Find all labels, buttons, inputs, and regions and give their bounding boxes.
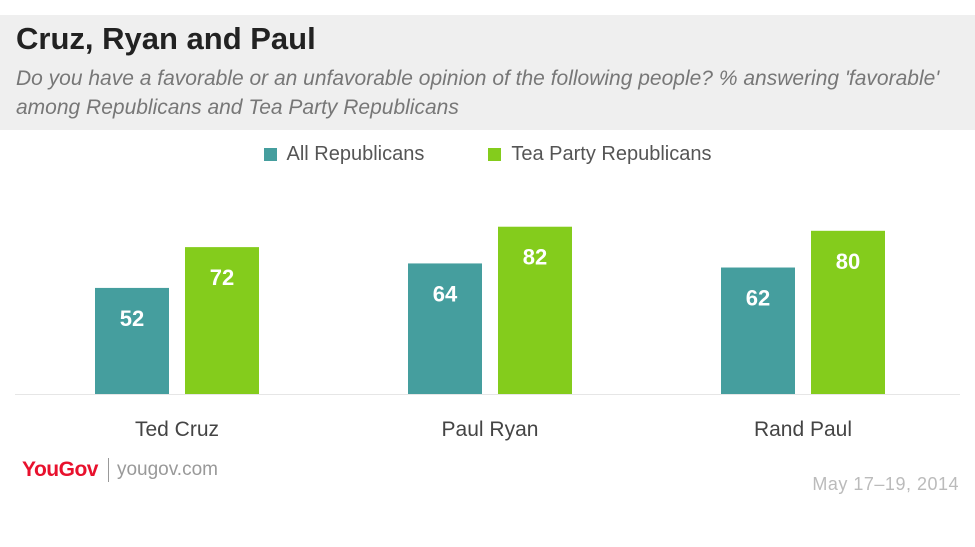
chart-title: Cruz, Ryan and Paul	[16, 21, 316, 56]
legend-label-all-republicans: All Republicans	[286, 143, 425, 165]
legend: All Republicans Tea Party Republicans	[0, 143, 975, 166]
bar-value-label: 52	[120, 306, 144, 331]
survey-date: May 17–19, 2014	[812, 474, 959, 494]
footer-brand: YouGov yougov.com	[22, 458, 218, 482]
bar-paul-ryan-tea-party-republicans	[498, 226, 572, 394]
category-label: Paul Ryan	[442, 418, 539, 441]
chart-header: Cruz, Ryan and Paul Do you have a favora…	[0, 15, 975, 130]
bar-value-label: 72	[210, 265, 234, 290]
category-label: Ted Cruz	[135, 418, 219, 441]
bar-value-label: 62	[746, 286, 770, 311]
bar-ted-cruz-tea-party-republicans	[185, 247, 259, 394]
legend-swatch-all-republicans	[263, 148, 277, 161]
bar-value-label: 82	[523, 245, 547, 270]
legend-label-tea-party-republicans: Tea Party Republicans	[511, 143, 712, 165]
legend-swatch-tea-party-republicans	[488, 148, 502, 161]
chart-subtitle: Do you have a favorable or an unfavorabl…	[16, 67, 940, 119]
category-label: Rand Paul	[754, 418, 852, 441]
bar-value-label: 64	[433, 281, 458, 306]
bar-ted-cruz-all-republicans	[95, 287, 169, 394]
bar-rand-paul-all-republicans	[721, 267, 795, 394]
yougov-logo: YouGov	[22, 458, 98, 481]
bar-rand-paul-tea-party-republicans	[811, 230, 885, 394]
footer-separator	[107, 458, 109, 482]
bar-value-label: 80	[836, 249, 860, 274]
footer-site-link[interactable]: yougov.com	[116, 459, 218, 480]
legend-item-all-republicans: All Republicans	[263, 143, 425, 166]
legend-item-tea-party-republicans: Tea Party Republicans	[488, 143, 711, 166]
bar-paul-ryan-all-republicans	[408, 263, 482, 394]
